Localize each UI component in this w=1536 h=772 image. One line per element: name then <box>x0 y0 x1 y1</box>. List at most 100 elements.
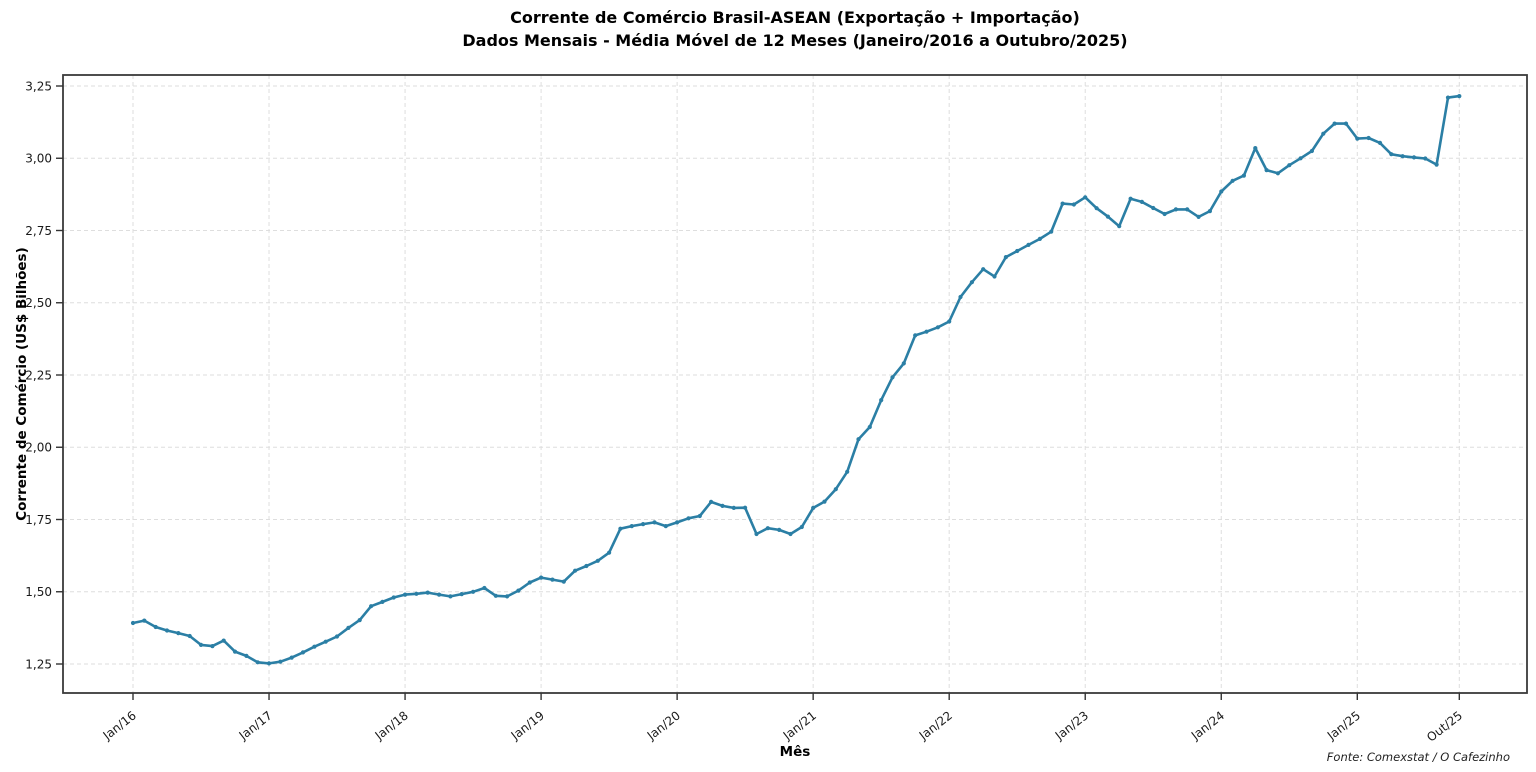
data-point <box>811 505 816 510</box>
data-point <box>505 594 510 599</box>
data-point <box>527 580 532 585</box>
data-point <box>482 585 487 591</box>
data-point <box>641 522 646 527</box>
data-point <box>164 628 170 633</box>
y-tick-label: 2,25 <box>25 368 52 382</box>
data-point <box>1003 255 1009 260</box>
data-point <box>629 524 634 529</box>
data-point <box>675 520 680 525</box>
data-point <box>1400 154 1405 159</box>
data-point <box>1457 94 1462 99</box>
data-point <box>561 579 566 584</box>
data-point <box>176 631 181 636</box>
y-tick-label: 1,50 <box>25 585 52 599</box>
data-point <box>1287 163 1292 168</box>
data-point <box>731 505 736 510</box>
data-point <box>266 661 272 666</box>
data-point <box>890 375 895 380</box>
x-tick-label: Jan/23 <box>1052 708 1091 743</box>
data-point <box>1309 148 1314 154</box>
y-tick-label: 2,75 <box>25 224 52 238</box>
x-tick-label: Jan/20 <box>644 708 683 743</box>
data-point <box>1275 171 1280 176</box>
data-point <box>1389 152 1394 157</box>
data-point <box>607 550 612 555</box>
data-point <box>1230 178 1235 183</box>
data-point <box>255 660 260 665</box>
data-point <box>471 589 476 594</box>
data-point <box>573 568 578 573</box>
data-point <box>1049 229 1054 234</box>
data-point <box>221 638 226 643</box>
data-point <box>1264 168 1269 173</box>
data-point <box>992 274 997 279</box>
data-point <box>1253 146 1258 151</box>
data-point <box>913 333 918 338</box>
data-point <box>618 526 623 531</box>
data-point <box>663 524 668 529</box>
axis-spines <box>62 74 1528 694</box>
data-point <box>901 361 906 366</box>
data-point <box>391 595 396 600</box>
data-point <box>153 624 158 630</box>
data-point <box>697 513 702 519</box>
y-tick-label: 3,00 <box>25 152 52 166</box>
data-point <box>437 592 442 597</box>
data-point <box>425 590 430 595</box>
data-point <box>1026 242 1031 247</box>
data-point <box>380 599 385 605</box>
data-point <box>142 618 147 623</box>
x-tick-label: Jan/16 <box>100 708 139 743</box>
data-point <box>1321 131 1326 136</box>
data-point <box>357 618 362 623</box>
data-point <box>822 499 827 504</box>
data-point <box>969 280 975 285</box>
data-point <box>799 524 804 530</box>
data-point <box>244 653 249 659</box>
data-point <box>1241 173 1246 178</box>
data-point <box>300 650 306 655</box>
data-point <box>1207 209 1212 214</box>
data-point <box>1343 121 1349 126</box>
y-tick-label: 2,00 <box>25 441 52 455</box>
data-point <box>1423 156 1428 161</box>
data-point <box>187 633 192 639</box>
data-point <box>278 659 283 664</box>
y-tick-label: 3,25 <box>25 79 52 93</box>
data-point <box>686 516 691 521</box>
data-point <box>1094 206 1099 211</box>
data-point <box>879 398 884 403</box>
data-point <box>652 520 657 525</box>
data-point <box>130 620 136 626</box>
source-note: Fonte: Comexstat / O Cafezinho <box>1326 750 1510 764</box>
data-point <box>584 563 589 569</box>
x-tick-label: Out/25 <box>1424 708 1465 744</box>
data-point <box>334 634 340 639</box>
data-point <box>1128 196 1133 201</box>
data-point <box>1139 199 1144 204</box>
data-point <box>289 655 294 660</box>
data-point <box>448 594 453 599</box>
x-axis-label: Mês <box>779 744 811 760</box>
data-point <box>1060 201 1065 206</box>
chart-title-line-2: Dados Mensais - Média Móvel de 12 Meses … <box>462 31 1128 50</box>
data-point <box>595 558 600 563</box>
data-point <box>777 527 782 533</box>
data-point <box>1196 214 1201 219</box>
x-tick-label: Jan/24 <box>1188 708 1227 743</box>
trade-series-line <box>131 94 1461 665</box>
data-point <box>1151 205 1156 211</box>
x-tick-label: Jan/25 <box>1324 708 1363 743</box>
data-point <box>720 503 725 508</box>
data-point <box>1117 224 1122 229</box>
data-point <box>1377 140 1383 145</box>
data-point <box>312 644 317 649</box>
y-tick-label: 1,25 <box>25 657 52 671</box>
y-tick-label: 2,50 <box>25 296 52 310</box>
data-point <box>1298 156 1303 161</box>
data-point <box>958 294 963 300</box>
data-point <box>232 649 238 654</box>
data-point <box>765 526 770 531</box>
